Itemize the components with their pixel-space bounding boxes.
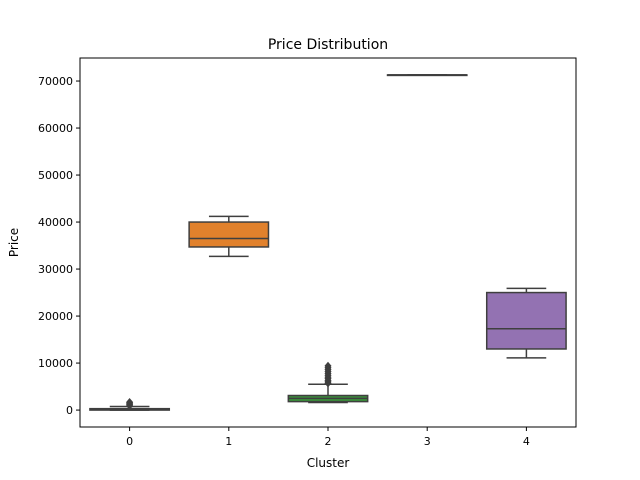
y-tick-label: 0 [66,404,73,417]
box-cluster-0 [89,397,171,411]
outlier-point [324,361,332,371]
y-axis: 0 10000 20000 30000 40000 50000 60000 70000 [38,75,80,417]
x-tick-label: 3 [424,435,431,448]
plot-frame [79,57,577,428]
box-iqr [188,221,270,248]
y-tick-label: 20000 [38,310,73,323]
x-tick-label: 1 [225,435,232,448]
box-cluster-2 [287,361,369,404]
box-series [89,74,567,411]
y-tick-label: 70000 [38,75,73,88]
box-cluster-3 [386,74,468,77]
x-tick-label: 4 [523,435,530,448]
y-tick-label: 50000 [38,169,73,182]
y-tick-label: 60000 [38,122,73,135]
box-cluster-1 [188,215,270,258]
box-cluster-4 [485,287,567,359]
x-tick-label: 2 [325,435,332,448]
x-axis-label: Cluster [307,456,350,470]
chart-title: Price Distribution [268,37,388,53]
y-tick-label: 40000 [38,216,73,229]
y-tick-label: 10000 [38,357,73,370]
outlier-point [126,397,134,407]
x-tick-label: 0 [126,435,133,448]
x-axis: 0 1 2 3 4 [126,427,530,448]
y-axis-label: Price [7,228,21,257]
y-tick-label: 30000 [38,263,73,276]
box-iqr [485,291,567,350]
